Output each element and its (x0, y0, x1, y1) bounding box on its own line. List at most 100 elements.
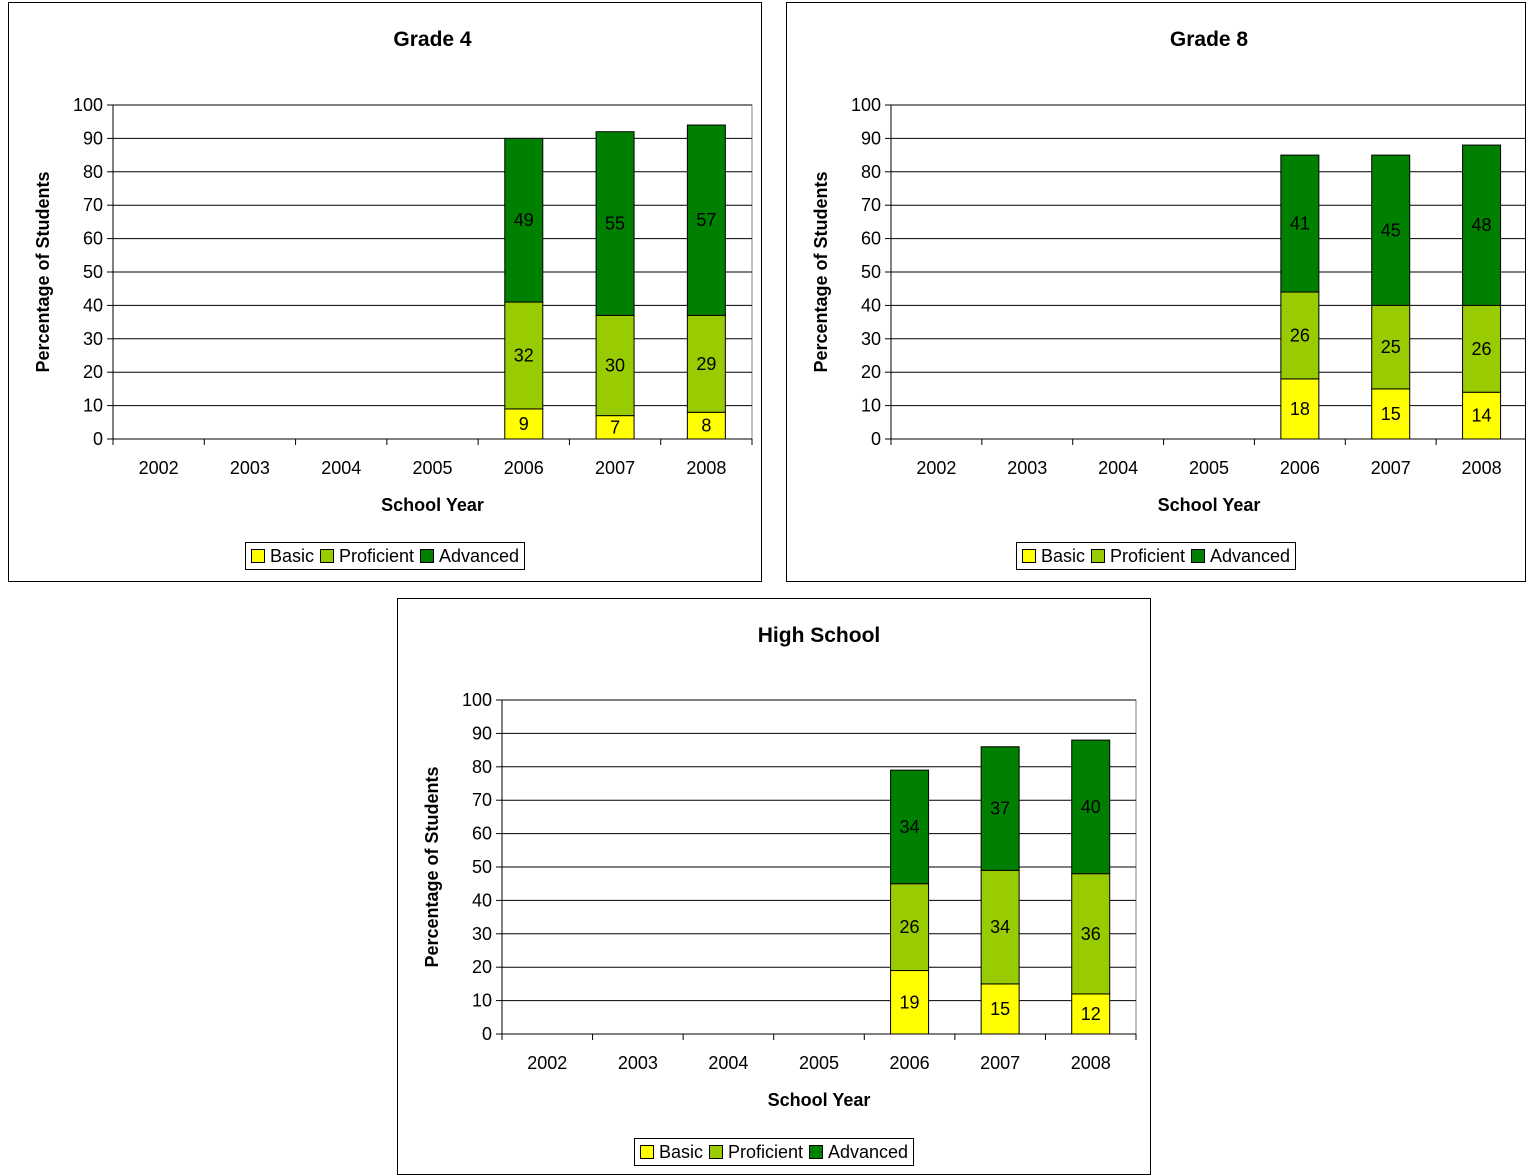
data-label: 30 (605, 356, 625, 376)
y-tick-label: 50 (861, 262, 881, 282)
x-tick-label: 2007 (1371, 458, 1411, 478)
y-tick-label: 0 (93, 429, 103, 449)
x-tick-label: 2004 (1098, 458, 1138, 478)
bar-proficient (504, 301, 544, 410)
data-label: 19 (900, 992, 920, 1012)
bar-advanced (1280, 154, 1320, 293)
y-tick-label: 80 (83, 162, 103, 182)
grade-8-chart: 0 10 20 30 40 50 60 70 80 90 100 2002 2003 2004 2005 20… (811, 28, 1525, 515)
high-school-chart: 0 10 20 30 40 50 60 70 80 90 100 2002 2003 2004 2005 20… (422, 624, 1137, 1110)
data-label: 9 (519, 414, 529, 434)
y-tick-label: 50 (83, 262, 103, 282)
x-tick-label: 2007 (980, 1053, 1020, 1073)
legend-item-basic: Basic (1021, 546, 1085, 566)
basic-swatch-icon (1021, 549, 1036, 563)
legend-item-basic: Basic (639, 1142, 703, 1162)
bar-advanced (595, 131, 635, 316)
x-tick-label: 2005 (1189, 458, 1229, 478)
x-tick-label: 2008 (686, 458, 726, 478)
y-tick-label: 100 (73, 95, 103, 115)
x-tick-label: 2008 (1462, 458, 1502, 478)
x-tick-label: 2002 (916, 458, 956, 478)
x-tick-label: 2006 (1280, 458, 1320, 478)
y-tick-label: 60 (861, 229, 881, 249)
proficient-swatch-icon (1090, 549, 1105, 563)
y-tick-label: 60 (472, 824, 492, 844)
y-axis-label: Percentage of Students (33, 171, 53, 372)
bar-basic (980, 983, 1020, 1035)
y-tick-label: 80 (861, 162, 881, 182)
data-label: 45 (1381, 220, 1401, 240)
legend-item-advanced: Advanced (809, 1142, 908, 1162)
data-label: 41 (1290, 214, 1310, 234)
bar-advanced (890, 769, 930, 885)
legend-item-proficient: Proficient (319, 546, 414, 566)
y-tick-label: 10 (83, 396, 103, 416)
bar-proficient (1280, 291, 1320, 380)
y-tick-label: 90 (472, 723, 492, 743)
data-label: 49 (514, 210, 534, 230)
data-label: 32 (514, 346, 534, 366)
data-label: 34 (990, 917, 1010, 937)
y-tick-label: 90 (83, 128, 103, 148)
y-tick-label: 70 (83, 195, 103, 215)
chart-title: Grade 4 (393, 28, 472, 51)
x-tick-label: 2006 (504, 458, 544, 478)
advanced-swatch-icon (809, 1145, 823, 1159)
data-label: 26 (1472, 339, 1492, 359)
bar-proficient (1371, 304, 1411, 390)
grade-4-chart-panel: 0 10 20 30 40 50 60 70 80 90 100 2002 2003 2004 2005 20… (8, 2, 762, 582)
bar-proficient (1071, 873, 1111, 995)
data-label: 48 (1472, 215, 1492, 235)
x-tick-label: 2004 (321, 458, 361, 478)
x-tick-label: 2004 (708, 1053, 748, 1073)
x-axis-label: School Year (768, 1090, 871, 1110)
data-label: 40 (1081, 797, 1101, 817)
data-label: 29 (696, 354, 716, 374)
data-label: 37 (990, 799, 1010, 819)
advanced-swatch-icon (420, 549, 434, 563)
basic-swatch-icon (250, 549, 265, 563)
x-tick-label: 2007 (595, 458, 635, 478)
grade-8-legend: Basic Proficient Advanced (787, 542, 1525, 570)
y-tick-label: 30 (472, 924, 492, 944)
y-tick-label: 80 (472, 757, 492, 777)
chart-title: Grade 8 (1170, 28, 1249, 51)
data-label: 8 (701, 416, 711, 436)
proficient-swatch-icon (319, 549, 334, 563)
y-tick-label: 30 (861, 329, 881, 349)
data-label: 36 (1081, 924, 1101, 944)
bar-advanced (504, 137, 544, 303)
basic-swatch-icon (639, 1145, 654, 1159)
x-tick-label: 2005 (799, 1053, 839, 1073)
x-tick-label: 2003 (230, 458, 270, 478)
data-label: 34 (900, 817, 920, 837)
data-label: 55 (605, 214, 625, 234)
y-tick-label: 0 (871, 429, 881, 449)
bar-basic (686, 411, 726, 440)
x-tick-label: 2008 (1071, 1053, 1111, 1073)
advanced-swatch-icon (1191, 549, 1205, 563)
y-tick-label: 20 (83, 362, 103, 382)
high-school-legend: Basic Proficient Advanced (398, 1138, 1150, 1166)
bar-basic (890, 970, 930, 1035)
y-tick-label: 20 (472, 957, 492, 977)
x-axis-label: School Year (1158, 495, 1261, 515)
y-tick-label: 60 (83, 229, 103, 249)
legend-item-proficient: Proficient (1090, 546, 1185, 566)
data-label: 18 (1290, 399, 1310, 419)
y-tick-label: 10 (472, 991, 492, 1011)
bar-basic (1071, 993, 1111, 1035)
y-tick-label: 90 (861, 128, 881, 148)
x-axis-label: School Year (381, 495, 484, 515)
x-tick-label: 2003 (1007, 458, 1047, 478)
high-school-chart-panel: 0 10 20 30 40 50 60 70 80 90 100 2002 2003 2004 2005 20… (397, 598, 1151, 1175)
bar-advanced (1462, 144, 1502, 306)
bar-basic (1462, 391, 1502, 440)
y-tick-label: 20 (861, 362, 881, 382)
data-label: 15 (990, 999, 1010, 1019)
data-label: 7 (610, 417, 620, 437)
grade-8-chart-panel: 0 10 20 30 40 50 60 70 80 90 100 2002 2003 2004 2005 20… (786, 2, 1526, 582)
chart-title: High School (758, 624, 881, 647)
bar-basic (504, 408, 544, 440)
